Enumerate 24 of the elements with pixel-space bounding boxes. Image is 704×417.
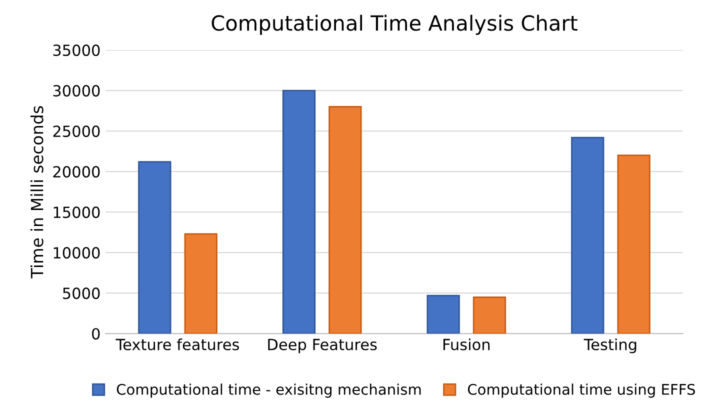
x-tick-label: Fusion bbox=[443, 338, 490, 350]
bar bbox=[426, 294, 460, 334]
x-tick-label: Deep Features bbox=[268, 338, 377, 354]
y-tick-label: 30000 bbox=[53, 85, 100, 97]
y-tick-label: 10000 bbox=[54, 247, 100, 259]
bar bbox=[138, 161, 172, 334]
chart-title: Computational Time Analysis Chart bbox=[212, 14, 578, 35]
legend-label: Computational time - exisitng mechanism bbox=[116, 384, 421, 398]
y-tick-label: 0 bbox=[92, 328, 100, 340]
bar bbox=[571, 136, 604, 334]
bar bbox=[617, 154, 650, 334]
bar bbox=[328, 106, 362, 334]
y-axis-title: Time in Milli seconds bbox=[30, 106, 44, 278]
x-tick-label: Texture features bbox=[116, 338, 239, 350]
legend-label: Computational time using EFFS bbox=[468, 384, 695, 398]
y-tick-label: 35000 bbox=[53, 44, 100, 56]
y-tick-label: 25000 bbox=[53, 126, 100, 138]
x-tick-label: Testing bbox=[584, 338, 636, 354]
y-tick-label: 15000 bbox=[54, 206, 100, 218]
y-tick-label: 5000 bbox=[63, 288, 100, 300]
bar bbox=[472, 296, 506, 334]
y-tick-label: 20000 bbox=[53, 166, 100, 178]
bar bbox=[184, 233, 218, 334]
bar bbox=[282, 90, 316, 334]
